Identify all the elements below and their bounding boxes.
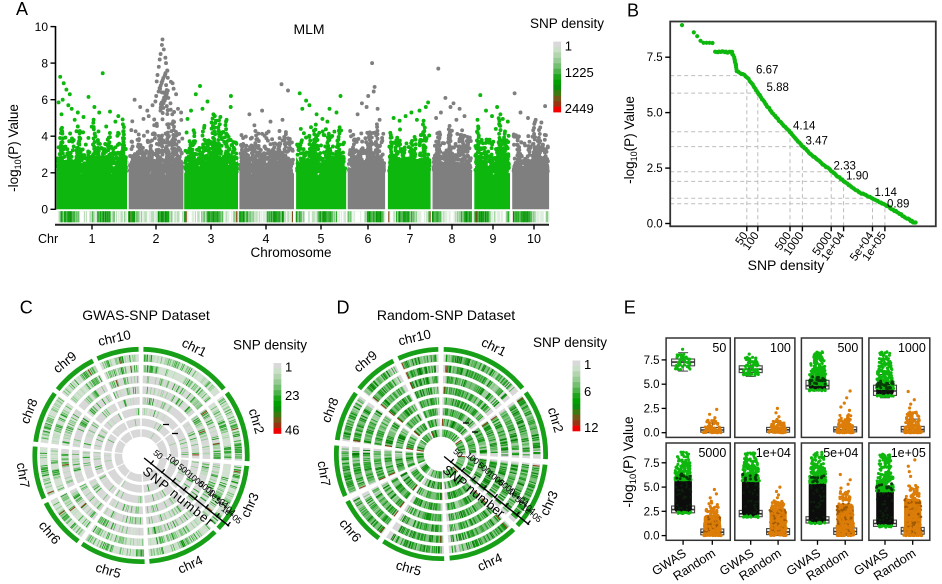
svg-text:1e+04: 1e+04	[756, 446, 791, 460]
svg-text:5.0: 5.0	[647, 108, 663, 120]
svg-text:2.5: 2.5	[644, 506, 660, 518]
svg-text:2.5: 2.5	[644, 403, 660, 415]
svg-text:chr2: chr2	[246, 407, 268, 436]
svg-text:8: 8	[41, 56, 48, 70]
svg-text:2.33: 2.33	[834, 161, 856, 173]
svg-text:7.5: 7.5	[644, 458, 660, 470]
svg-text:0.0: 0.0	[644, 531, 660, 543]
svg-text:500: 500	[837, 341, 858, 355]
svg-text:chr8: chr8	[318, 395, 341, 424]
svg-text:6: 6	[365, 232, 372, 246]
svg-text:6: 6	[41, 93, 48, 107]
svg-text:chr1: chr1	[479, 334, 509, 359]
svg-text:GWAS-SNP Dataset: GWAS-SNP Dataset	[82, 307, 210, 323]
svg-text:0: 0	[41, 203, 48, 217]
svg-text:chr8: chr8	[17, 396, 40, 425]
svg-text:SNP density: SNP density	[233, 338, 307, 353]
svg-text:1225: 1225	[565, 65, 594, 80]
svg-text:4.14: 4.14	[793, 121, 816, 133]
svg-text:7: 7	[407, 232, 414, 246]
svg-text:100: 100	[770, 341, 791, 355]
svg-text:3: 3	[208, 232, 215, 246]
svg-text:5.88: 5.88	[767, 82, 789, 94]
svg-text:0.89: 0.89	[887, 199, 909, 211]
svg-text:1: 1	[584, 357, 591, 372]
svg-text:1: 1	[89, 232, 96, 246]
svg-text:1000: 1000	[898, 341, 926, 355]
svg-text:C: C	[20, 298, 33, 318]
svg-text:5.0: 5.0	[644, 379, 660, 391]
svg-text:6.67: 6.67	[756, 65, 778, 77]
svg-text:12: 12	[584, 420, 598, 435]
svg-text:5.0: 5.0	[644, 482, 660, 494]
svg-text:7.5: 7.5	[647, 52, 663, 64]
svg-text:chr10: chr10	[397, 326, 433, 348]
svg-text:1e+05: 1e+05	[891, 446, 926, 460]
svg-text:MLM: MLM	[293, 21, 324, 37]
svg-text:2: 2	[41, 166, 48, 180]
svg-text:Random-SNP Dataset: Random-SNP Dataset	[377, 307, 515, 323]
svg-text:chr5: chr5	[94, 560, 123, 581]
svg-text:7.5: 7.5	[644, 355, 660, 367]
svg-text:2.5: 2.5	[647, 163, 663, 175]
svg-text:chr10: chr10	[97, 327, 133, 349]
svg-text:5: 5	[318, 232, 325, 246]
svg-text:10: 10	[35, 20, 49, 34]
svg-text:1: 1	[565, 38, 572, 53]
svg-text:6: 6	[584, 384, 591, 399]
svg-text:1: 1	[285, 360, 292, 375]
svg-text:2: 2	[153, 232, 160, 246]
svg-text:5000: 5000	[698, 446, 726, 460]
svg-text:9: 9	[490, 232, 497, 246]
svg-text:23: 23	[285, 388, 299, 403]
svg-text:0.0: 0.0	[647, 219, 663, 231]
svg-text:-log10(P) Value: -log10(P) Value	[620, 416, 639, 507]
svg-text:D: D	[337, 298, 350, 318]
svg-text:Chr: Chr	[38, 232, 58, 246]
svg-text:8: 8	[449, 232, 456, 246]
svg-text:B: B	[627, 1, 639, 21]
svg-text:50: 50	[712, 341, 726, 355]
svg-text:1.90: 1.90	[846, 170, 868, 182]
svg-text:chr7: chr7	[315, 460, 334, 488]
svg-text:-log10(P) Value: -log10(P) Value	[622, 96, 639, 184]
svg-text:3.47: 3.47	[806, 136, 828, 148]
svg-text:0.0: 0.0	[644, 428, 660, 440]
svg-text:SNP density: SNP density	[533, 335, 607, 350]
svg-text:2449: 2449	[565, 101, 594, 116]
svg-text:-log10(P) Value: -log10(P) Value	[6, 104, 23, 192]
svg-text:1.14: 1.14	[875, 187, 898, 199]
svg-text:46: 46	[285, 423, 299, 438]
svg-text:A: A	[16, 0, 28, 19]
svg-text:SNP density: SNP density	[530, 16, 604, 31]
svg-text:5e+04: 5e+04	[823, 446, 858, 460]
svg-text:chr7: chr7	[14, 461, 33, 489]
svg-text:SNP density: SNP density	[748, 257, 825, 273]
svg-text:Chromosome: Chromosome	[250, 245, 331, 260]
svg-text:4: 4	[263, 232, 270, 246]
svg-text:E: E	[624, 298, 636, 318]
svg-text:chr5: chr5	[394, 557, 423, 578]
svg-text:10: 10	[527, 232, 541, 246]
svg-text:4: 4	[41, 129, 48, 143]
svg-text:chr2: chr2	[545, 406, 567, 435]
